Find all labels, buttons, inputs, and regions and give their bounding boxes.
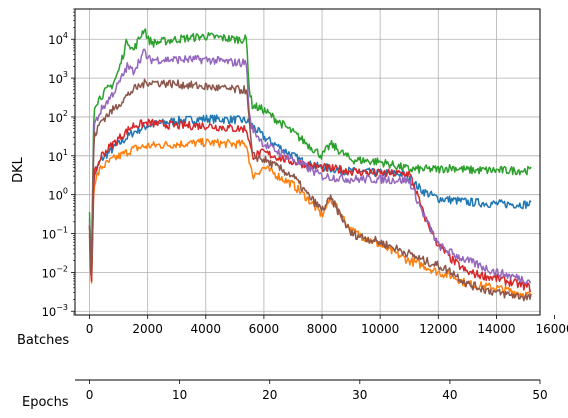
y-tick-label-7: 104: [48, 31, 68, 47]
y-tick-label-3: 100: [48, 187, 68, 203]
series-line-5: [88, 78, 532, 302]
epoch-tick-label-2: 20: [262, 388, 277, 402]
x-tick-label-5: 10000: [361, 322, 399, 336]
x-tick-label-1: 2000: [132, 322, 163, 336]
x-tick-label-4: 8000: [307, 322, 338, 336]
x-tick-label-7: 14000: [477, 322, 515, 336]
x-tick-label-3: 6000: [249, 322, 280, 336]
x-axis-epochs-label: Epochs: [22, 395, 69, 410]
x-tick-label-2: 4000: [191, 322, 222, 336]
series-line-1: [88, 137, 532, 300]
series-lines: [88, 28, 532, 302]
epoch-tick-label-3: 30: [352, 388, 367, 402]
epoch-tick-label-4: 40: [442, 388, 457, 402]
y-tick-label-2: 10−1: [42, 226, 68, 242]
y-tick-label-6: 103: [48, 70, 68, 86]
series-line-2: [88, 28, 532, 252]
y-tick-label-0: 10−3: [42, 303, 68, 319]
y-tick-label-1: 10−2: [42, 264, 68, 280]
x-axis-epochs: 0 10 20 30 40 50: [75, 379, 548, 402]
epoch-tick-label-1: 10: [172, 388, 187, 402]
epoch-tick-label-5: 50: [532, 388, 547, 402]
y-tick-label-4: 101: [48, 148, 68, 164]
series-line-0: [88, 114, 532, 265]
epoch-tick-label-0: 0: [86, 388, 94, 402]
y-axis: 10−3 10−2 10−1 100 101 102 103 104: [42, 8, 75, 319]
x-tick-label-0: 0: [86, 322, 94, 336]
y-tick-label-5: 102: [48, 109, 68, 125]
x-tick-label-6: 12000: [419, 322, 457, 336]
series-line-4: [88, 48, 532, 285]
y-axis-label: DKL: [11, 156, 26, 183]
x-axis-batches-label: Batches: [17, 333, 69, 348]
